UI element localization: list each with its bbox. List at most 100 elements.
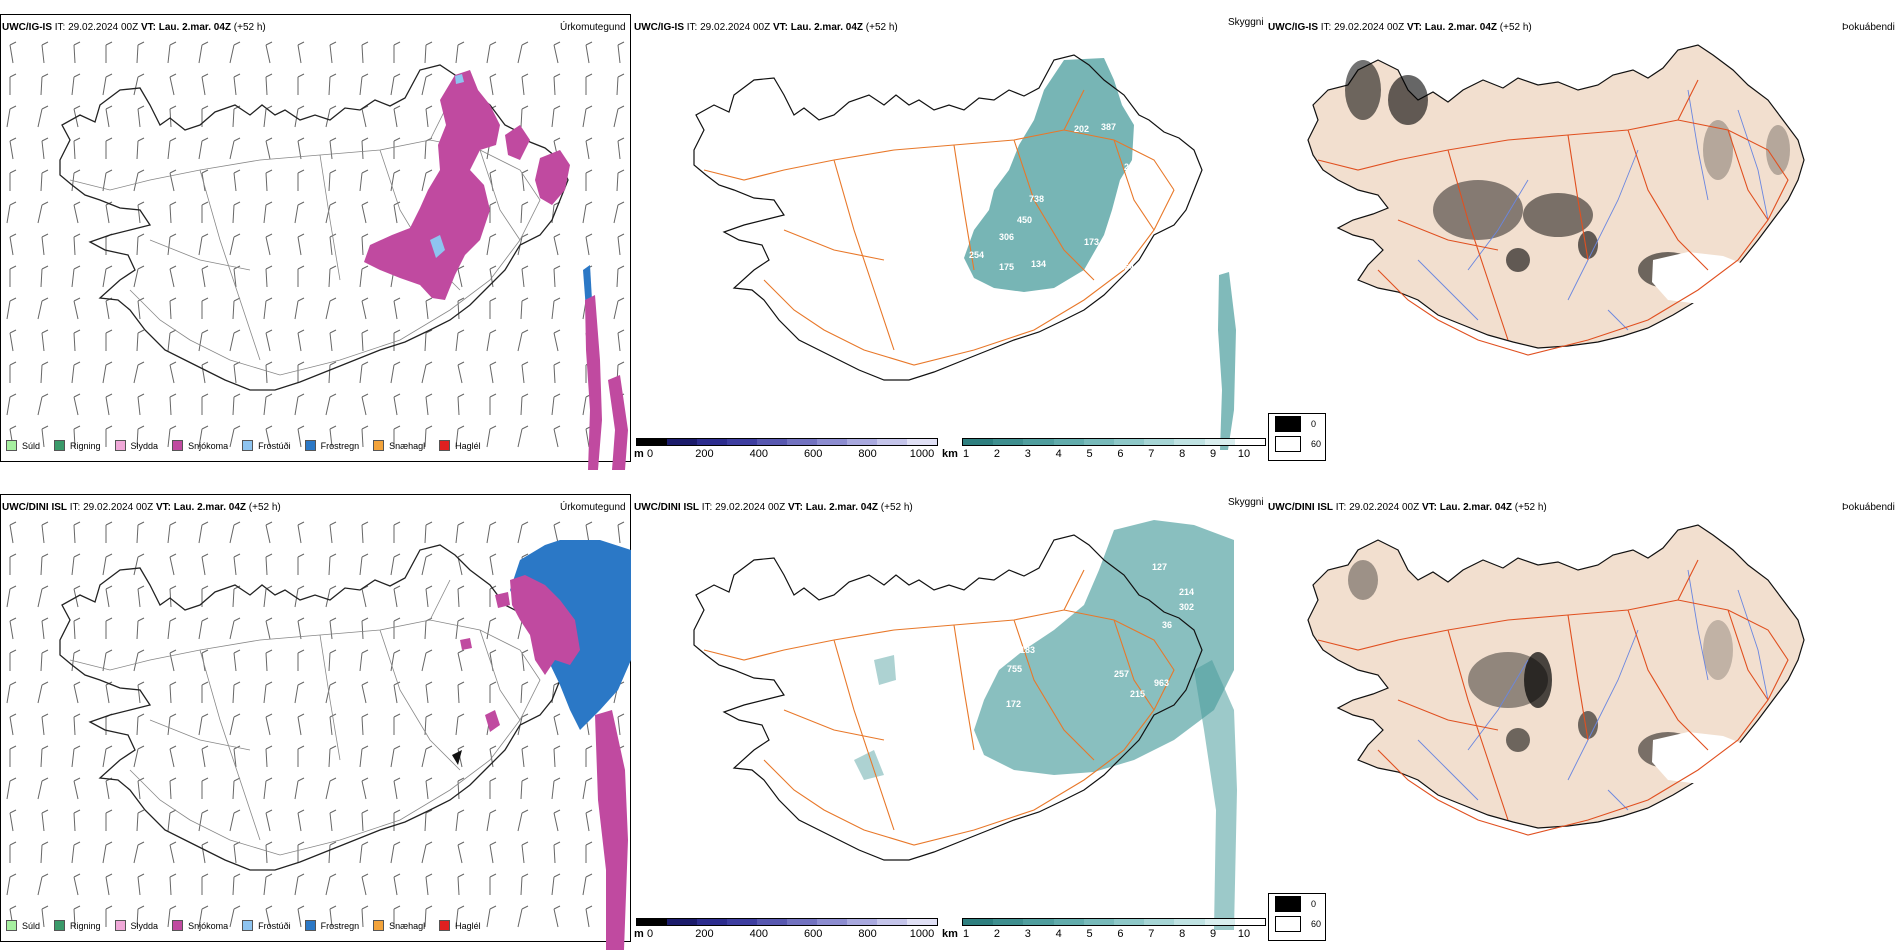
road-network — [69, 579, 541, 856]
iceland-outline — [59, 64, 569, 391]
init-time: 29.02.2024 00Z — [68, 22, 139, 33]
cloud-base-label: 963 — [1154, 678, 1169, 688]
colorbar-segment — [1023, 439, 1054, 445]
precip-panel-title: Úrkomutegund — [560, 22, 626, 33]
cloud-base-label: 214 — [1179, 587, 1194, 597]
swatch — [304, 440, 316, 451]
colorbar-segment — [877, 439, 907, 445]
cloud-base-label: 183 — [1020, 645, 1035, 655]
colorbar-segment — [697, 439, 727, 445]
cloud-base-label: 36 — [1162, 620, 1172, 630]
lead-time: (+52 h) — [248, 502, 281, 513]
swatch — [114, 920, 126, 931]
cloud-base-label: 127 — [1152, 562, 1167, 572]
colorbar-segment — [907, 439, 937, 445]
low-visibility-west — [854, 655, 896, 780]
swatch — [114, 440, 126, 451]
low-pressure-marker — [452, 750, 462, 765]
valid-time: Lau. 2.mar. 04Z — [1424, 22, 1498, 33]
model-name: UWC/DINI ISL — [2, 502, 67, 513]
colorbar-segment — [1144, 439, 1175, 445]
cloud-base-colorbar — [636, 438, 938, 446]
valid-time: Lau. 2.mar. 04Z — [1439, 502, 1513, 513]
colorbar-segment — [1174, 919, 1205, 925]
iceland-land — [1307, 524, 1805, 829]
cloud-base-label: 553 — [1169, 202, 1184, 212]
cloud-base-label: 425 — [1032, 622, 1047, 632]
init-time: 29.02.2024 00Z — [715, 502, 786, 513]
colorbar-tick: 0 — [646, 448, 654, 460]
model-name: UWC/IG-IS — [634, 22, 684, 33]
model-name: UWC/DINI ISL — [1268, 502, 1333, 513]
colorbar-segment — [1053, 919, 1084, 925]
colorbar-segment — [787, 439, 817, 445]
lead-time: (+52 h) — [865, 22, 898, 33]
colorbar-tick: 200 — [695, 928, 714, 940]
precip-map — [6, 521, 631, 950]
colorbar-segment — [847, 439, 877, 445]
cloud-base-label: 257 — [1114, 669, 1129, 679]
swatch — [1275, 916, 1301, 932]
offshore-snow-band — [585, 295, 628, 470]
colorbar-tick: 200 — [695, 448, 714, 460]
colorbar-segment — [877, 919, 907, 925]
fog-index-legend: 0 60 — [1268, 413, 1326, 461]
colorbar-tick: 2 — [993, 928, 1000, 940]
colorbar-segment — [963, 439, 994, 445]
cloud-base-label: 192 — [884, 258, 899, 268]
colorbar-segment — [817, 439, 847, 445]
cloud-base-label: 755 — [1007, 664, 1022, 674]
init-time: 29.02.2024 00Z — [1349, 502, 1420, 513]
snow-area — [460, 575, 580, 732]
colorbar-segment — [817, 919, 847, 925]
colorbar-segment — [667, 439, 697, 445]
swatch — [304, 920, 316, 931]
offshore-snow-band — [595, 710, 628, 950]
swatch — [54, 920, 66, 931]
colorbar-segment — [1114, 439, 1145, 445]
visibility-colorbar — [962, 918, 1266, 926]
road-network — [703, 569, 1175, 846]
iceland-outline — [59, 544, 569, 871]
rivers — [1417, 89, 1769, 331]
cloud-base-label: 212 — [1174, 182, 1189, 192]
legend-item-drizzle: Súld — [6, 920, 40, 931]
colorbar-segment — [1083, 439, 1115, 445]
snow-area-north — [364, 70, 500, 300]
colorbar-segment — [1234, 439, 1266, 445]
valid-time: Lau. 2.mar. 04Z — [790, 22, 864, 33]
swatch — [1275, 436, 1301, 452]
cloud-base-label: 450 — [1017, 215, 1032, 225]
swatch — [439, 440, 451, 451]
cloud-base-label: 215 — [1130, 689, 1145, 699]
cloud-base-label: 202 — [1074, 124, 1089, 134]
lead-time: (+52 h) — [1514, 502, 1547, 513]
colorbar-segment — [787, 919, 817, 925]
init-time: 29.02.2024 00Z — [1334, 22, 1405, 33]
cloud-base-label: 410 — [971, 679, 986, 689]
legend-item-frz-rain: Frostregn — [304, 440, 359, 451]
cloud-base-label: 164 — [1119, 262, 1134, 272]
low-visibility-area — [964, 58, 1134, 292]
colorbar-segment — [1174, 439, 1205, 445]
colorbar-segment — [1204, 919, 1235, 925]
init-time: 29.02.2024 00Z — [700, 22, 771, 33]
cloud-base-label: 387 — [1101, 122, 1116, 132]
colorbar-tick: 1000 — [909, 448, 935, 460]
colorbar-tick: 4 — [1055, 448, 1062, 460]
colorbar-tick: 0 — [646, 928, 654, 940]
lead-time: (+52 h) — [233, 22, 266, 33]
legend-item-frz-rain: Frostregn — [304, 920, 359, 931]
init-time: 29.02.2024 00Z — [83, 502, 154, 513]
colorbar-tick: 400 — [749, 928, 768, 940]
run-header: UWC/IG-IS IT: 29.02.2024 00Z VT: Lau. 2.… — [1268, 22, 1532, 33]
colorbar-tick: 800 — [858, 448, 877, 460]
swatch — [172, 440, 184, 451]
precip-legend: Súld Rigning Slydda Snjókoma Frostúði Fr… — [6, 920, 495, 931]
colorbar-segment — [1204, 439, 1235, 445]
colorbar-tick: 7 — [1148, 448, 1155, 460]
colorbar-segment — [963, 919, 994, 925]
colorbar-tick: 600 — [804, 928, 823, 940]
legend-item-frz-drizzle: Frostúði — [242, 440, 291, 451]
